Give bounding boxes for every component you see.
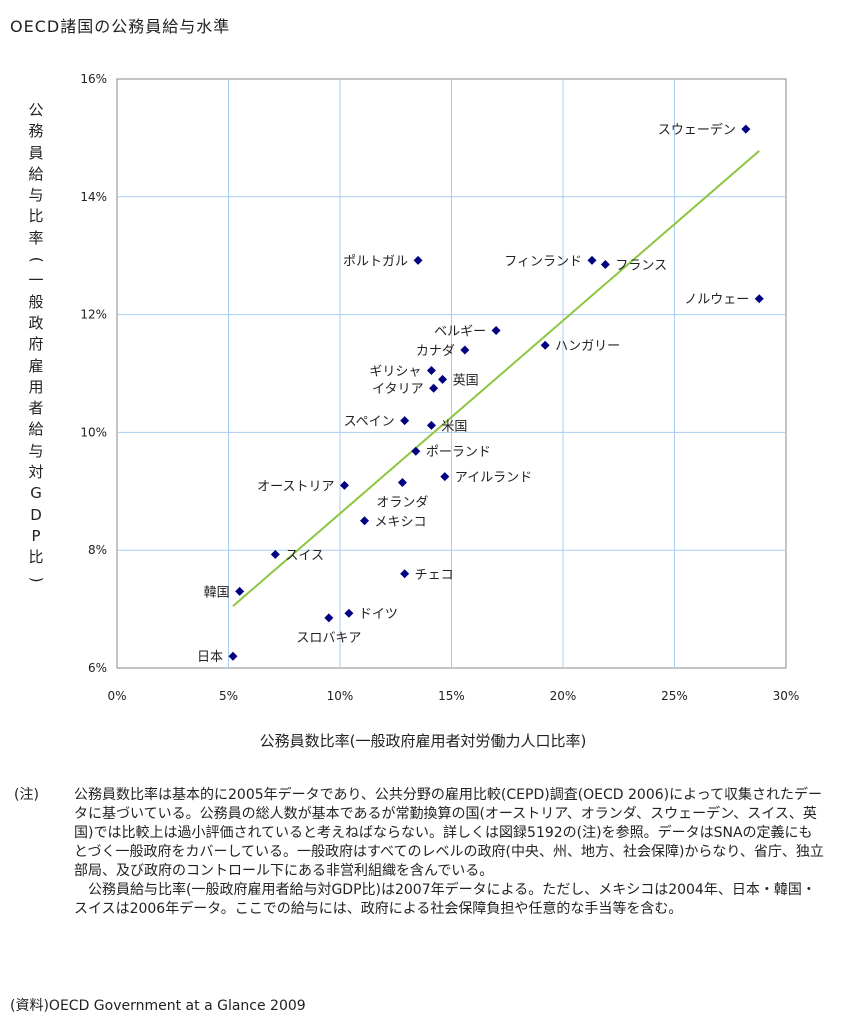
- y-axis-title-char: P: [31, 526, 41, 545]
- data-point: [491, 326, 501, 336]
- data-label: チェコ: [415, 568, 454, 583]
- data-label: イタリア: [372, 382, 423, 397]
- y-axis-title-char: G: [30, 484, 42, 503]
- data-label: アイルランド: [455, 471, 532, 486]
- y-axis-title-char: 与: [28, 186, 44, 205]
- data-point: [360, 516, 370, 526]
- notes: (注) 公務員数比率は基本的に2005年データであり、公共分野の雇用比較(CEP…: [14, 786, 824, 919]
- y-axis-title-char: 用: [28, 377, 44, 396]
- y-axis-title-char: (: [27, 256, 46, 263]
- y-tick-label: 8%: [88, 543, 107, 557]
- y-tick-label: 12%: [80, 308, 107, 322]
- data-label: オーストリア: [257, 479, 334, 494]
- data-point: [741, 124, 751, 134]
- y-axis-title-char: 員: [28, 143, 44, 162]
- y-axis-title-char: 者: [28, 399, 44, 418]
- data-label: 日本: [197, 650, 223, 665]
- data-point: [440, 472, 450, 482]
- y-axis-title-char: 公: [28, 101, 44, 119]
- x-axis-title: 公務員数比率(一般政府雇用者対労働力人口比率): [259, 732, 587, 750]
- data-point: [426, 420, 436, 430]
- y-axis-title-char: 給: [28, 420, 44, 439]
- y-axis-title-char: 比: [28, 207, 44, 226]
- trend-line: [232, 150, 760, 607]
- y-axis-title-char: 務: [28, 122, 44, 141]
- data-label: ポルトガル: [343, 254, 408, 269]
- data-label: ノルウェー: [684, 293, 749, 308]
- data-point: [400, 569, 410, 579]
- data-label: スロバキア: [296, 631, 361, 646]
- data-point: [429, 383, 439, 393]
- x-tick-label: 5%: [219, 689, 238, 703]
- data-point: [600, 260, 610, 270]
- y-axis-title-char: 政: [28, 313, 44, 332]
- data-label: スペイン: [344, 415, 395, 430]
- trend-line-group: [232, 150, 760, 607]
- x-tick-label: 25%: [661, 689, 688, 703]
- data-label: ドイツ: [359, 607, 398, 622]
- data-point: [460, 345, 470, 355]
- y-tick-label: 10%: [80, 425, 107, 439]
- x-tick-label: 10%: [327, 689, 354, 703]
- x-tick-label: 30%: [773, 689, 800, 703]
- data-point: [228, 651, 238, 661]
- data-point: [339, 480, 349, 490]
- data-label: フランス: [615, 259, 667, 274]
- data-point: [235, 586, 245, 596]
- x-tick-label: 20%: [550, 689, 577, 703]
- scatter-chart: 0% 5% 10% 15% 20% 25% 30% 6% 8% 10% 12% 14% 16% スウェー…: [80, 72, 799, 703]
- data-point: [397, 477, 407, 487]
- y-axis-title: 公務員給与比率(一般政府雇用者給与対 G D P 比): [26, 100, 46, 590]
- x-tick-label: 15%: [438, 689, 465, 703]
- y-axis-title-char: 比: [28, 548, 44, 567]
- data-label: スウェーデン: [658, 122, 736, 138]
- y-axis-title-char: 給: [28, 164, 44, 183]
- data-point: [587, 255, 597, 265]
- data-point: [438, 374, 448, 384]
- y-axis-title-char: 率: [28, 228, 44, 247]
- y-axis-title-char: 般: [28, 292, 44, 311]
- grid-lines: [117, 79, 786, 668]
- x-tick-label: 0%: [107, 689, 126, 703]
- data-label: ギリシャ: [369, 365, 421, 380]
- data-label: フィンランド: [504, 254, 582, 269]
- data-point: [413, 255, 423, 265]
- axis-ticks: 0% 5% 10% 15% 20% 25% 30% 6% 8% 10% 12% 14% 16%: [80, 72, 799, 703]
- y-tick-label: 14%: [80, 190, 107, 204]
- data-label: カナダ: [416, 344, 455, 359]
- data-point: [344, 608, 354, 618]
- page-title: OECD諸国の公務員給与水準: [10, 17, 231, 36]
- data-point: [540, 340, 550, 350]
- y-axis-title-char: 雇: [28, 356, 44, 375]
- y-axis-title-char: 与: [28, 441, 44, 460]
- data-point: [426, 366, 436, 376]
- note-paragraph: 公務員給与比率(一般政府雇用者給与対GDP比)は2007年データによる。ただし、…: [74, 882, 816, 917]
- data-label: メキシコ: [375, 515, 427, 530]
- data-point: [400, 416, 410, 426]
- data-point: [270, 549, 280, 559]
- data-label: 米国: [441, 419, 467, 434]
- data-point: [324, 613, 334, 623]
- y-axis-title-char: 府: [28, 335, 44, 354]
- y-axis-title-char: ): [27, 576, 46, 583]
- data-label: ポーランド: [426, 445, 491, 460]
- note-paragraph: 公務員数比率は基本的に2005年データであり、公共分野の雇用比較(CEPD)調査…: [74, 787, 824, 879]
- data-label: ハンガリー: [555, 339, 620, 354]
- y-axis-title-char: 対: [28, 463, 44, 482]
- data-label: 英国: [453, 373, 479, 388]
- y-tick-label: 6%: [88, 661, 107, 675]
- data-label: 韓国: [204, 585, 230, 600]
- data-label: ベルギー: [434, 325, 486, 340]
- y-axis-title-char: D: [30, 505, 42, 524]
- notes-label: (注): [14, 787, 39, 803]
- data-point: [411, 446, 421, 456]
- y-axis-title-char: 一: [28, 271, 44, 290]
- data-label: オランダ: [376, 495, 428, 510]
- data-label: スイス: [285, 548, 324, 563]
- source-note: (資料)OECD Government at a Glance 2009: [10, 998, 306, 1014]
- y-tick-label: 16%: [80, 72, 107, 86]
- data-point: [754, 294, 764, 304]
